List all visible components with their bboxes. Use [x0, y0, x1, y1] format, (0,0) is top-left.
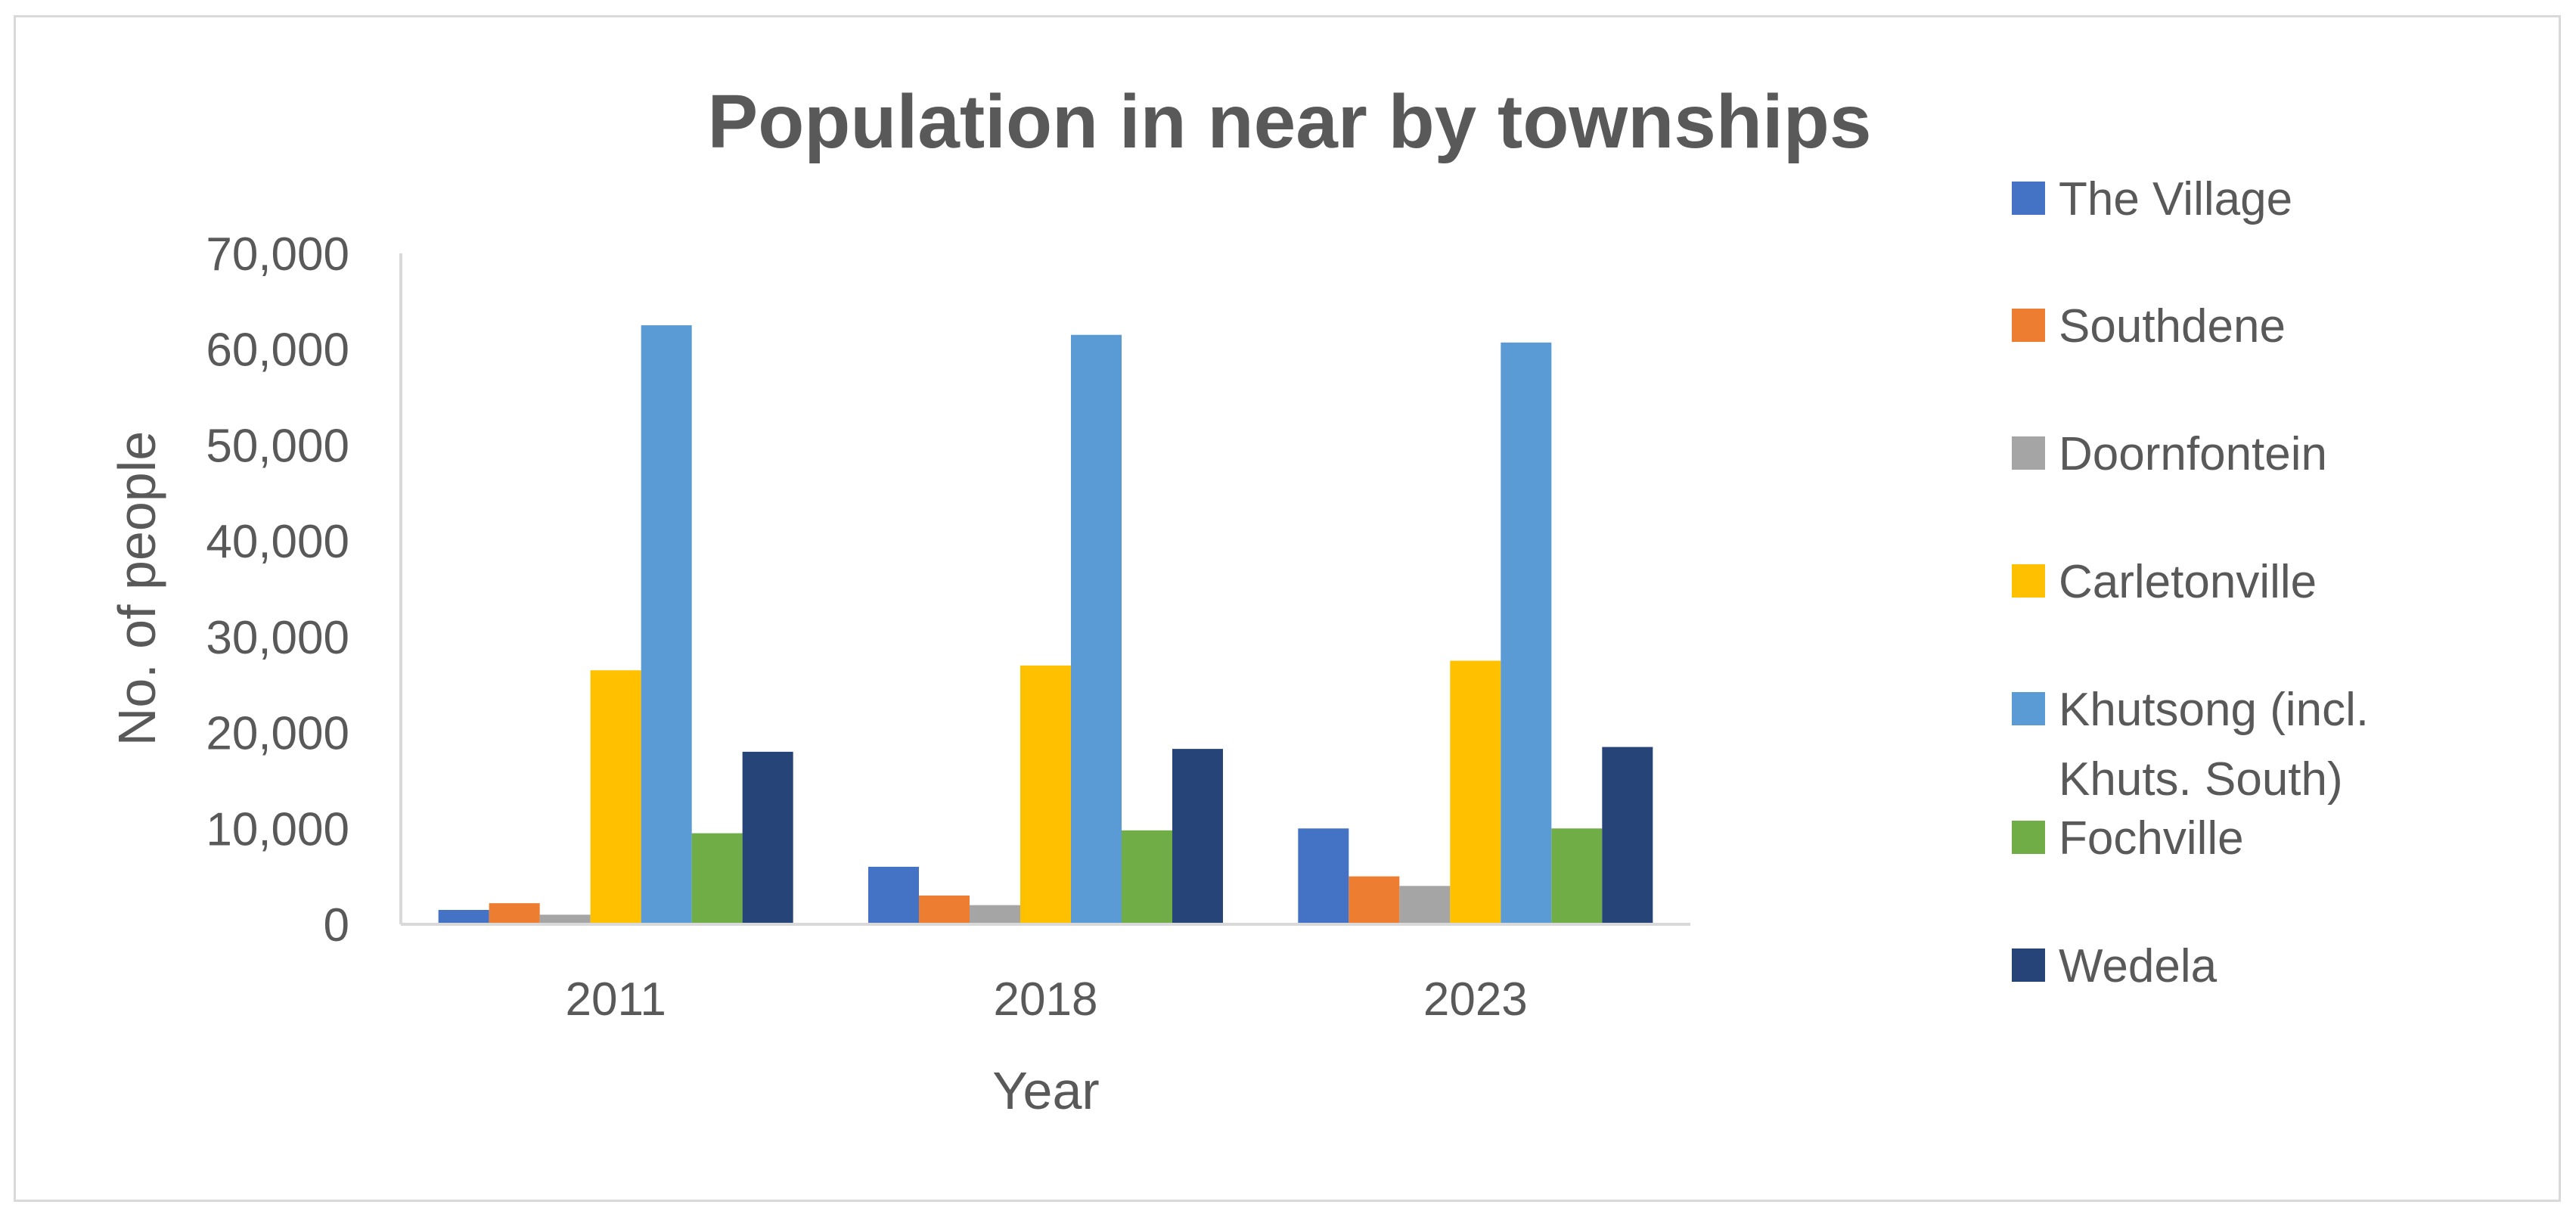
bar-fochville-2023 — [1551, 828, 1603, 924]
bar-carletonville-2011 — [590, 670, 641, 924]
bar-doornfontein-2018 — [970, 905, 1020, 924]
bar-doornfontein-2023 — [1399, 886, 1451, 924]
bar-wedela-2023 — [1602, 747, 1653, 924]
y-tick-label: 50,000 — [206, 420, 349, 472]
legend-swatch — [2012, 309, 2045, 342]
y-tick-label: 0 — [324, 899, 349, 952]
bar-wedela-2011 — [742, 751, 793, 924]
legend-label: The Village — [2059, 173, 2292, 225]
legend-swatch — [2012, 692, 2045, 725]
y-tick-label: 10,000 — [206, 803, 349, 855]
chart-frame — [14, 15, 2561, 1202]
bar-southdene-2018 — [919, 895, 970, 924]
y-tick-label: 20,000 — [206, 708, 349, 760]
legend-label: Wedela — [2059, 940, 2218, 992]
y-axis-ticks: 0 10,000 20,000 30,000 40,000 50,000 60,000 70,… — [206, 228, 349, 952]
legend-label: Carletonville — [2059, 556, 2317, 608]
bar-southdene-2023 — [1349, 876, 1400, 924]
x-axis-label: Year — [992, 1061, 1099, 1120]
bar-khutsong-2023 — [1501, 342, 1552, 924]
legend-label: Southdene — [2059, 300, 2286, 352]
legend-swatch — [2012, 182, 2045, 215]
y-tick-label: 70,000 — [206, 228, 349, 281]
bar-wedela-2018 — [1172, 749, 1223, 924]
legend-swatch — [2012, 436, 2045, 470]
legend-label: Fochville — [2059, 812, 2244, 865]
bar-the-2018 — [868, 866, 919, 924]
bar-fochville-2018 — [1122, 830, 1172, 924]
y-axis-label: No. of people — [107, 431, 166, 746]
x-axis-ticks: 2011 2018 2023 — [566, 973, 1528, 1026]
bar-southdene-2011 — [489, 903, 540, 924]
y-tick-label: 60,000 — [206, 324, 349, 377]
legend: The Village Southdene Doornfontein Carleton… — [2012, 173, 2369, 992]
legend-label: Khutsong (incl. Khuts. South) — [2059, 684, 2369, 806]
x-tick-label: 2023 — [1423, 973, 1528, 1026]
bars — [438, 325, 1653, 924]
legend-swatch — [2012, 564, 2045, 598]
y-tick-label: 40,000 — [206, 516, 349, 568]
bar-fochville-2011 — [691, 833, 743, 924]
bar-carletonville-2018 — [1020, 665, 1071, 924]
bar-khutsong-2011 — [641, 325, 692, 924]
bar-doornfontein-2011 — [539, 914, 591, 924]
bar-carletonville-2023 — [1450, 660, 1501, 924]
bar-khutsong-2018 — [1071, 334, 1122, 924]
bar-the-2011 — [438, 909, 489, 924]
bar-the-2023 — [1298, 828, 1349, 924]
x-tick-label: 2018 — [994, 973, 1098, 1026]
x-tick-label: 2011 — [566, 973, 666, 1026]
chart-title: Population in near by townships — [708, 79, 1872, 164]
legend-swatch — [2012, 821, 2045, 854]
legend-swatch — [2012, 948, 2045, 982]
legend-label: Doornfontein — [2059, 428, 2327, 480]
y-tick-label: 30,000 — [206, 612, 349, 664]
